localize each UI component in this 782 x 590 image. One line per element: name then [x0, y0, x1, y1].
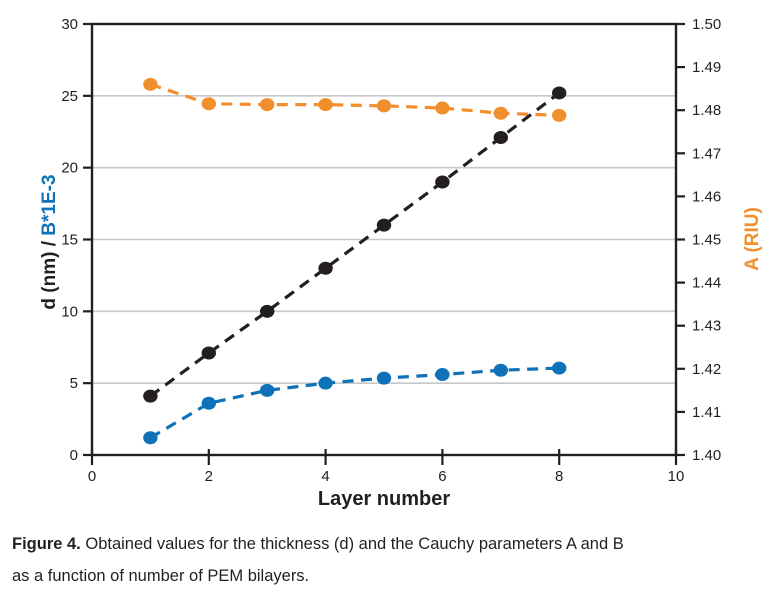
series-marker-black: [552, 86, 567, 100]
left-y-axis-label-b: B*1E-3: [39, 174, 60, 236]
left-y-axis-label: d (nm) / B*1E-3: [39, 132, 61, 352]
series-marker-black: [318, 261, 333, 275]
series-marker-blue: [318, 376, 333, 390]
series-marker-black: [376, 218, 392, 232]
series-marker-orange: [260, 98, 275, 112]
chart-canvas: 0 2 4 6 8 10 0 5 10 15 20 25 30 1.40 1.41 1.42 1.43 1.44 1…: [61, 16, 721, 485]
series-marker-blue: [376, 371, 392, 385]
left-y-tick-label: 10: [61, 303, 78, 320]
figure-caption-line1: Obtained values for the thickness (d) an…: [85, 535, 624, 553]
right-y-tick-label: 1.47: [692, 145, 721, 162]
x-tick-label: 0: [88, 468, 96, 485]
series-marker-orange: [143, 77, 158, 91]
series-line-orange: [149, 82, 560, 117]
series-marker-orange: [435, 101, 450, 115]
series-marker-orange: [376, 99, 392, 113]
right-y-tick-label: 1.49: [692, 59, 721, 76]
series-line-black: [149, 91, 561, 398]
right-y-axis-label: A (RIU): [742, 207, 763, 271]
left-y-tick-label: 25: [61, 88, 78, 105]
x-axis-label: Layer number: [317, 488, 451, 510]
right-y-tick-label: 1.44: [692, 275, 721, 292]
right-y-tick-label: 1.42: [692, 361, 721, 378]
series-marker-black: [143, 389, 158, 403]
series-marker-black: [260, 304, 275, 318]
x-tick-label: 6: [438, 468, 446, 485]
series-marker-blue: [435, 368, 450, 382]
left-y-axis-label-d: d (nm) /: [39, 235, 60, 310]
right-y-tick-label: 1.43: [692, 318, 721, 335]
x-tick-label: 8: [555, 468, 563, 485]
left-y-tick-label: 30: [61, 16, 78, 33]
series-marker-blue: [201, 396, 216, 410]
x-tick-label: 2: [205, 468, 213, 485]
right-y-tick-label: 1.40: [692, 447, 721, 464]
figure-caption-line2: as a function of number of PEM bilayers.: [12, 567, 310, 586]
right-y-tick-label: 1.45: [692, 232, 721, 249]
series-marker-orange: [552, 108, 567, 122]
figure-caption: Figure 4. Obtained values for the thickn…: [12, 528, 774, 590]
left-y-tick-label: 15: [61, 232, 78, 249]
left-y-tick-label: 0: [70, 447, 78, 464]
series-marker-black: [493, 130, 508, 144]
right-y-tick-label: 1.46: [692, 188, 721, 205]
right-y-tick-label: 1.41: [692, 404, 721, 421]
series-marker-blue: [493, 363, 508, 377]
x-tick-label: 10: [668, 468, 685, 485]
series-marker-blue: [260, 383, 275, 397]
left-y-tick-label: 5: [70, 375, 78, 392]
series-marker-blue: [143, 431, 158, 445]
right-y-tick-label: 1.48: [692, 102, 721, 119]
series-marker-black: [201, 346, 216, 360]
series-line-blue: [149, 366, 560, 440]
series-marker-orange: [201, 97, 216, 111]
right-y-tick-label: 1.50: [692, 16, 721, 33]
series-marker-black: [435, 175, 450, 189]
figure-caption-label: Figure 4.: [12, 535, 81, 553]
left-y-tick-label: 20: [61, 160, 78, 177]
series-marker-blue: [552, 361, 567, 375]
x-tick-label: 4: [321, 468, 329, 485]
series-marker-orange: [493, 106, 508, 120]
series-marker-orange: [318, 98, 333, 112]
